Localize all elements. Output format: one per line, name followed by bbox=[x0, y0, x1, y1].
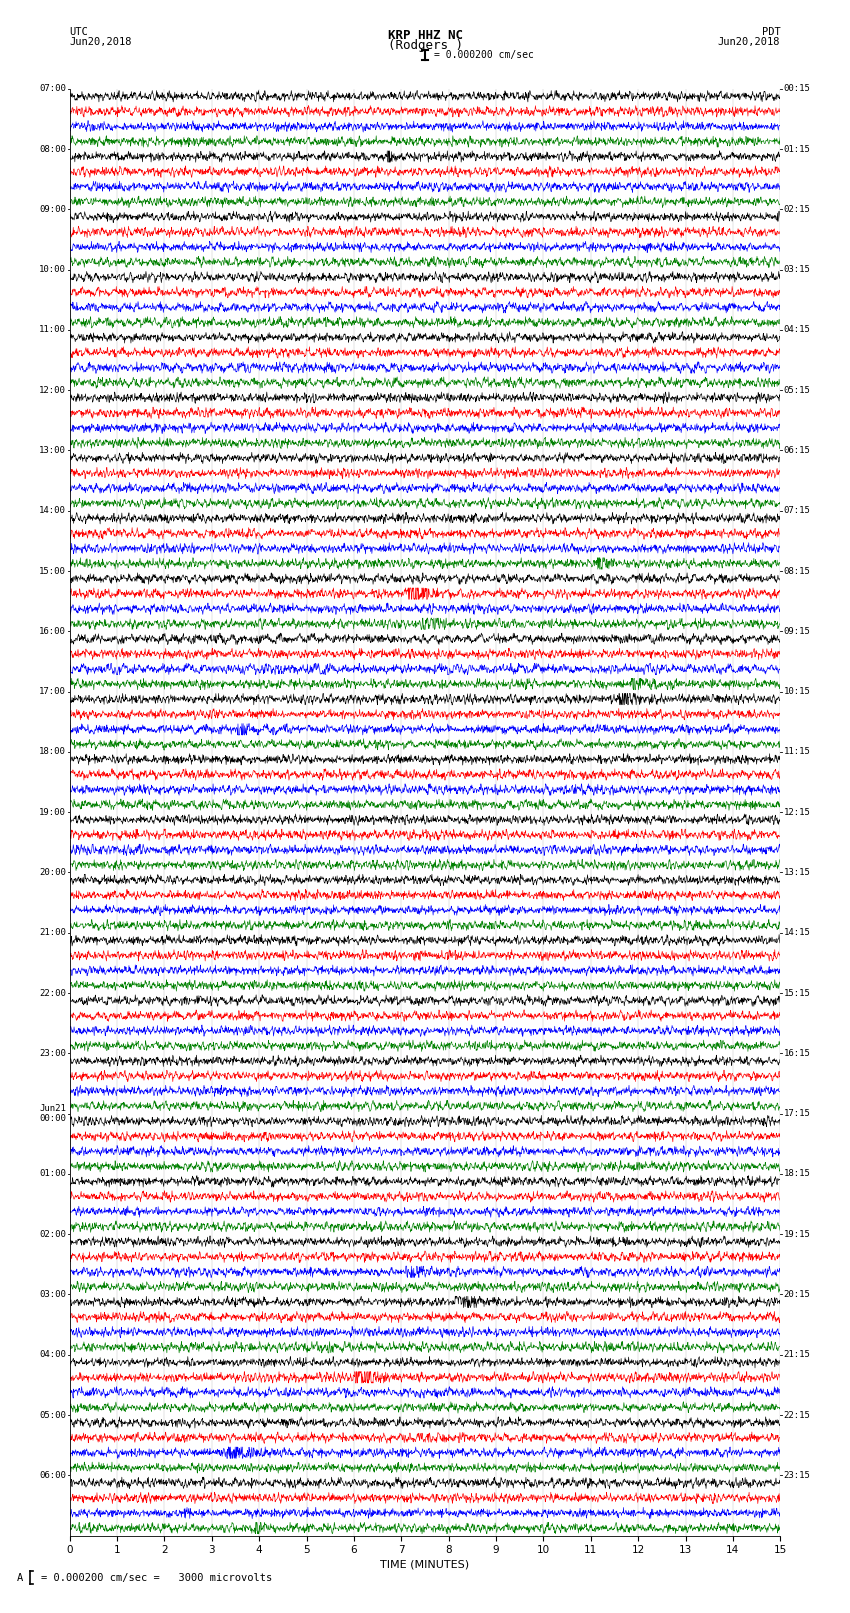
Text: = 0.000200 cm/sec: = 0.000200 cm/sec bbox=[434, 50, 534, 60]
Text: = 0.000200 cm/sec =   3000 microvolts: = 0.000200 cm/sec = 3000 microvolts bbox=[41, 1573, 272, 1582]
Text: 23:15: 23:15 bbox=[784, 1471, 811, 1479]
Text: 20:15: 20:15 bbox=[784, 1290, 811, 1298]
Text: 13:00: 13:00 bbox=[39, 445, 66, 455]
Text: 13:15: 13:15 bbox=[784, 868, 811, 877]
Text: Jun20,2018: Jun20,2018 bbox=[70, 37, 133, 47]
Text: (Rodgers ): (Rodgers ) bbox=[388, 39, 462, 52]
Text: 22:15: 22:15 bbox=[784, 1410, 811, 1419]
Text: 14:15: 14:15 bbox=[784, 927, 811, 937]
Text: 06:15: 06:15 bbox=[784, 445, 811, 455]
Text: 09:15: 09:15 bbox=[784, 627, 811, 636]
Text: 18:15: 18:15 bbox=[784, 1169, 811, 1179]
Text: A: A bbox=[17, 1573, 23, 1582]
Text: 07:15: 07:15 bbox=[784, 506, 811, 515]
Text: 16:15: 16:15 bbox=[784, 1048, 811, 1058]
Text: 17:00: 17:00 bbox=[39, 687, 66, 697]
Text: 08:15: 08:15 bbox=[784, 566, 811, 576]
Text: 23:00: 23:00 bbox=[39, 1048, 66, 1058]
Text: 09:00: 09:00 bbox=[39, 205, 66, 215]
Text: 20:00: 20:00 bbox=[39, 868, 66, 877]
Text: 15:00: 15:00 bbox=[39, 566, 66, 576]
X-axis label: TIME (MINUTES): TIME (MINUTES) bbox=[381, 1560, 469, 1569]
Text: 15:15: 15:15 bbox=[784, 989, 811, 997]
Text: 03:15: 03:15 bbox=[784, 265, 811, 274]
Text: 08:00: 08:00 bbox=[39, 145, 66, 153]
Text: 04:00: 04:00 bbox=[39, 1350, 66, 1360]
Text: 22:00: 22:00 bbox=[39, 989, 66, 997]
Text: 02:00: 02:00 bbox=[39, 1229, 66, 1239]
Text: 07:00: 07:00 bbox=[39, 84, 66, 94]
Text: 00:15: 00:15 bbox=[784, 84, 811, 94]
Text: PDT: PDT bbox=[762, 27, 780, 37]
Text: 01:00: 01:00 bbox=[39, 1169, 66, 1179]
Text: 04:15: 04:15 bbox=[784, 326, 811, 334]
Text: Jun21
00:00: Jun21 00:00 bbox=[39, 1103, 66, 1123]
Text: 11:15: 11:15 bbox=[784, 747, 811, 756]
Text: 12:15: 12:15 bbox=[784, 808, 811, 816]
Text: UTC: UTC bbox=[70, 27, 88, 37]
Text: 11:00: 11:00 bbox=[39, 326, 66, 334]
Text: 19:00: 19:00 bbox=[39, 808, 66, 816]
Text: Jun20,2018: Jun20,2018 bbox=[717, 37, 780, 47]
Text: 16:00: 16:00 bbox=[39, 627, 66, 636]
Text: 05:15: 05:15 bbox=[784, 386, 811, 395]
Text: 10:00: 10:00 bbox=[39, 265, 66, 274]
Text: 18:00: 18:00 bbox=[39, 747, 66, 756]
Text: 03:00: 03:00 bbox=[39, 1290, 66, 1298]
Text: 05:00: 05:00 bbox=[39, 1410, 66, 1419]
Text: 10:15: 10:15 bbox=[784, 687, 811, 697]
Text: 14:00: 14:00 bbox=[39, 506, 66, 515]
Text: 12:00: 12:00 bbox=[39, 386, 66, 395]
Text: 19:15: 19:15 bbox=[784, 1229, 811, 1239]
Text: 01:15: 01:15 bbox=[784, 145, 811, 153]
Text: KRP HHZ NC: KRP HHZ NC bbox=[388, 29, 462, 42]
Text: 17:15: 17:15 bbox=[784, 1110, 811, 1118]
Text: 02:15: 02:15 bbox=[784, 205, 811, 215]
Text: 21:00: 21:00 bbox=[39, 927, 66, 937]
Text: 21:15: 21:15 bbox=[784, 1350, 811, 1360]
Text: 06:00: 06:00 bbox=[39, 1471, 66, 1479]
